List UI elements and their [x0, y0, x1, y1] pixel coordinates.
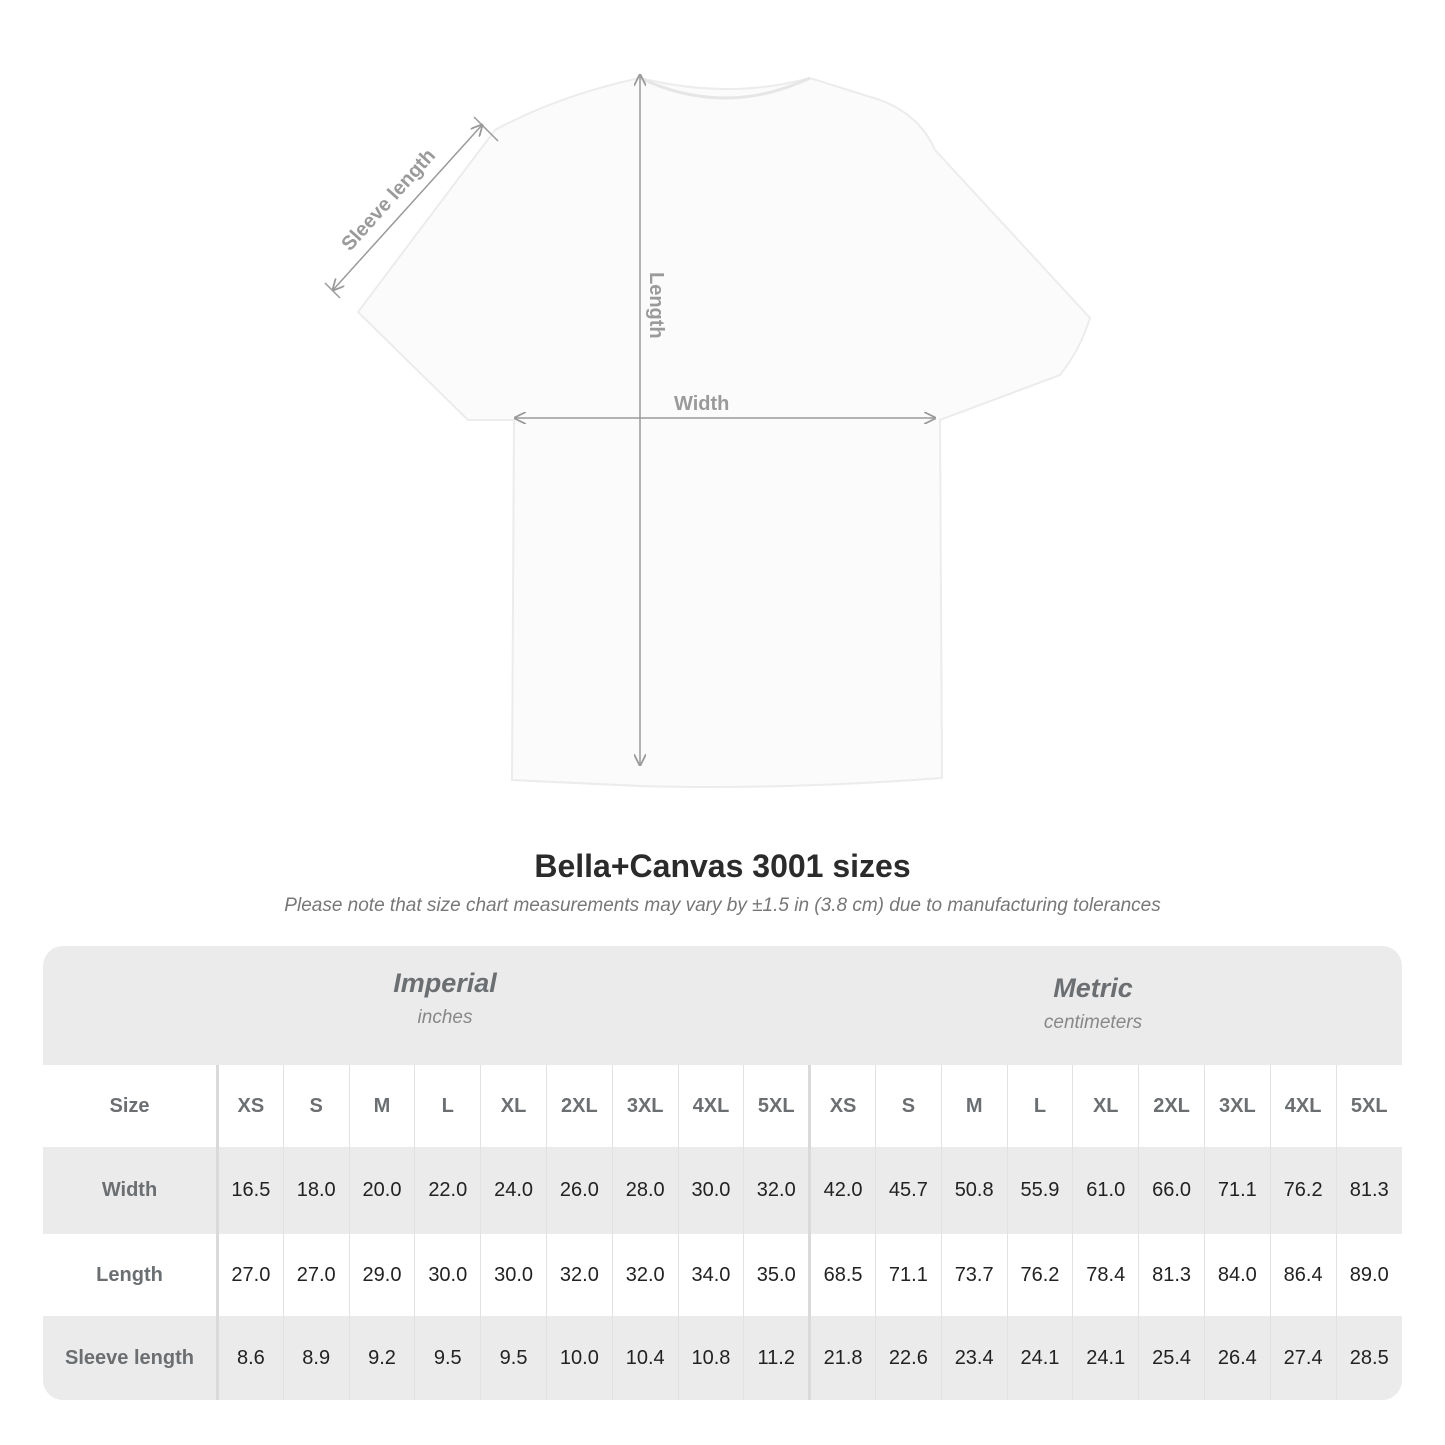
- tolerance-note: Please note that size chart measurements…: [284, 895, 1161, 916]
- sleeve-arrow: [333, 125, 482, 290]
- imperial-size-xl: XL: [480, 1065, 547, 1147]
- metric-value: 24.1: [1006, 1316, 1073, 1400]
- metric-value: 76.2: [1006, 1234, 1073, 1316]
- imperial-size-xs: XS: [217, 1065, 284, 1147]
- imperial-value: 8.6: [217, 1316, 284, 1400]
- chart-title: Bella+Canvas 3001 sizes: [534, 848, 911, 884]
- metric-value: 26.4: [1203, 1316, 1271, 1400]
- imperial-value: 32.0: [545, 1234, 613, 1316]
- metric-size-xl: XL: [1072, 1065, 1139, 1147]
- metric-title: Metric: [1053, 973, 1133, 1003]
- imperial-title: Imperial: [393, 968, 497, 998]
- metric-value: 86.4: [1269, 1234, 1337, 1316]
- imperial-value: 30.0: [677, 1147, 744, 1234]
- size-table-panel: Imperial inches Metric centimeters Size X…: [43, 946, 1402, 1400]
- imperial-size-2xl: 2XL: [545, 1065, 613, 1147]
- imperial-size-m: M: [348, 1065, 415, 1147]
- metric-value: 27.4: [1269, 1316, 1337, 1400]
- metric-value: 71.1: [1203, 1147, 1271, 1234]
- imperial-value: 24.0: [480, 1147, 547, 1234]
- imperial-value: 10.0: [545, 1316, 613, 1400]
- length-label: Length: [645, 272, 667, 339]
- row-label: Length: [43, 1234, 219, 1316]
- imperial-value: 22.0: [414, 1147, 481, 1234]
- imperial-value: 9.5: [414, 1316, 481, 1400]
- metric-size-5xl: 5XL: [1335, 1065, 1402, 1147]
- table-row-width: Width 16.5 18.0 20.0 22.0 24.0 26.0 28.0 30.0 32.…: [43, 1147, 1402, 1234]
- metric-value: 81.3: [1138, 1234, 1205, 1316]
- imperial-value: 9.5: [480, 1316, 547, 1400]
- metric-size-l: L: [1006, 1065, 1073, 1147]
- metric-header: Metric centimeters: [843, 973, 1343, 1034]
- imperial-value: 8.9: [282, 1316, 350, 1400]
- imperial-size-5xl: 5XL: [743, 1065, 810, 1147]
- metric-size-3xl: 3XL: [1203, 1065, 1271, 1147]
- tshirt-shape: [356, 76, 1092, 788]
- metric-value: 66.0: [1138, 1147, 1205, 1234]
- collar: [639, 76, 811, 100]
- size-table: Size XS S M L XL 2XL 3XL 4XL 5XL XS S M L XL 2XL 3XL 4XL 5…: [43, 1065, 1402, 1400]
- metric-value: 50.8: [940, 1147, 1008, 1234]
- imperial-value: 9.2: [348, 1316, 415, 1400]
- imperial-value: 29.0: [348, 1234, 415, 1316]
- metric-value: 23.4: [940, 1316, 1008, 1400]
- imperial-value: 11.2: [743, 1316, 810, 1400]
- metric-size-s: S: [874, 1065, 942, 1147]
- imperial-value: 35.0: [743, 1234, 810, 1316]
- imperial-value: 32.0: [743, 1147, 810, 1234]
- imperial-size-4xl: 4XL: [677, 1065, 744, 1147]
- metric-value: 22.6: [874, 1316, 942, 1400]
- imperial-value: 34.0: [677, 1234, 744, 1316]
- metric-size-m: M: [940, 1065, 1008, 1147]
- metric-value: 45.7: [874, 1147, 942, 1234]
- imperial-value: 18.0: [282, 1147, 350, 1234]
- imperial-value: 16.5: [217, 1147, 284, 1234]
- imperial-value: 32.0: [611, 1234, 679, 1316]
- metric-value: 24.1: [1072, 1316, 1139, 1400]
- metric-unit: centimeters: [1043, 1012, 1143, 1033]
- imperial-value: 30.0: [480, 1234, 547, 1316]
- metric-value: 28.5: [1335, 1316, 1402, 1400]
- imperial-value: 10.8: [677, 1316, 744, 1400]
- row-label: Width: [43, 1147, 219, 1234]
- imperial-unit: inches: [417, 1007, 473, 1028]
- metric-value: 78.4: [1072, 1234, 1139, 1316]
- metric-size-2xl: 2XL: [1138, 1065, 1205, 1147]
- imperial-value: 20.0: [348, 1147, 415, 1234]
- metric-value: 61.0: [1072, 1147, 1139, 1234]
- imperial-size-3xl: 3XL: [611, 1065, 679, 1147]
- size-label: Size: [43, 1065, 219, 1147]
- table-row-sleeve-length: Sleeve length 8.6 8.9 9.2 9.5 9.5 10.0 10.4 10.8…: [43, 1316, 1402, 1400]
- imperial-value: 10.4: [611, 1316, 679, 1400]
- imperial-value: 27.0: [217, 1234, 284, 1316]
- metric-size-4xl: 4XL: [1269, 1065, 1337, 1147]
- metric-value: 76.2: [1269, 1147, 1337, 1234]
- metric-value: 25.4: [1138, 1316, 1205, 1400]
- metric-value: 68.5: [808, 1234, 876, 1316]
- imperial-value: 28.0: [611, 1147, 679, 1234]
- metric-size-xs: XS: [808, 1065, 876, 1147]
- imperial-header: Imperial inches: [195, 968, 695, 1029]
- metric-value: 89.0: [1335, 1234, 1402, 1316]
- imperial-size-s: S: [282, 1065, 350, 1147]
- metric-value: 42.0: [808, 1147, 876, 1234]
- metric-value: 84.0: [1203, 1234, 1271, 1316]
- imperial-value: 30.0: [414, 1234, 481, 1316]
- size-header-row: Size XS S M L XL 2XL 3XL 4XL 5XL XS S M L XL 2XL 3XL 4XL 5…: [43, 1065, 1402, 1147]
- metric-value: 73.7: [940, 1234, 1008, 1316]
- metric-value: 81.3: [1335, 1147, 1402, 1234]
- tshirt-diagram: Sleeve length Length Width: [324, 0, 1092, 788]
- imperial-size-l: L: [414, 1065, 481, 1147]
- table-row-length: Length 27.0 27.0 29.0 30.0 30.0 32.0 32.0 34.0 35…: [43, 1234, 1402, 1316]
- metric-value: 55.9: [1006, 1147, 1073, 1234]
- metric-value: 71.1: [874, 1234, 942, 1316]
- imperial-value: 26.0: [545, 1147, 613, 1234]
- width-label: Width: [674, 393, 729, 415]
- row-label: Sleeve length: [43, 1316, 219, 1400]
- metric-value: 21.8: [808, 1316, 876, 1400]
- imperial-value: 27.0: [282, 1234, 350, 1316]
